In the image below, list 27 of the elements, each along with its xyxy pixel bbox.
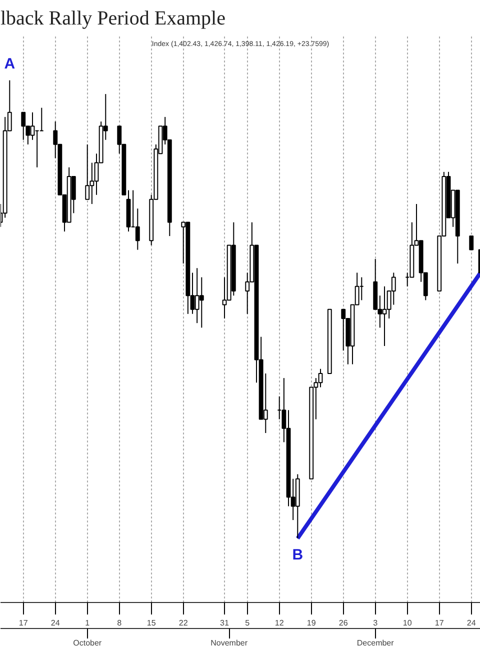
candlestick xyxy=(85,144,90,200)
x-tick-label: 19 xyxy=(306,618,316,628)
candlestick xyxy=(135,208,140,250)
x-tick-label: 8 xyxy=(117,618,122,628)
x-tick-label: 3 xyxy=(373,618,378,628)
x-tick-label: 22 xyxy=(178,618,188,628)
x-tick-label: 31 xyxy=(220,618,230,628)
annotation: A xyxy=(4,55,16,72)
x-tick-label: 26 xyxy=(338,618,348,628)
candlestick xyxy=(21,112,26,140)
x-tick-label: 1 xyxy=(85,618,90,628)
candlestick xyxy=(341,308,346,352)
x-tick-label: 17 xyxy=(18,618,28,628)
candlestick xyxy=(469,236,474,250)
text: December xyxy=(356,638,394,648)
chart-title: lback Rally Period Example xyxy=(0,8,226,30)
x-tick-label: 5 xyxy=(245,618,250,628)
annotation: B xyxy=(292,546,304,564)
text: November xyxy=(210,638,248,648)
x-tick-label: 10 xyxy=(402,618,412,628)
x-tick-label: 24 xyxy=(50,618,60,628)
x-tick-label: 17 xyxy=(434,618,444,628)
x-tick-label: 24 xyxy=(466,618,476,628)
text: October xyxy=(73,638,102,648)
candlestick xyxy=(199,276,204,328)
x-tick-label: 12 xyxy=(274,618,284,628)
x-tick-label: 15 xyxy=(146,618,156,628)
